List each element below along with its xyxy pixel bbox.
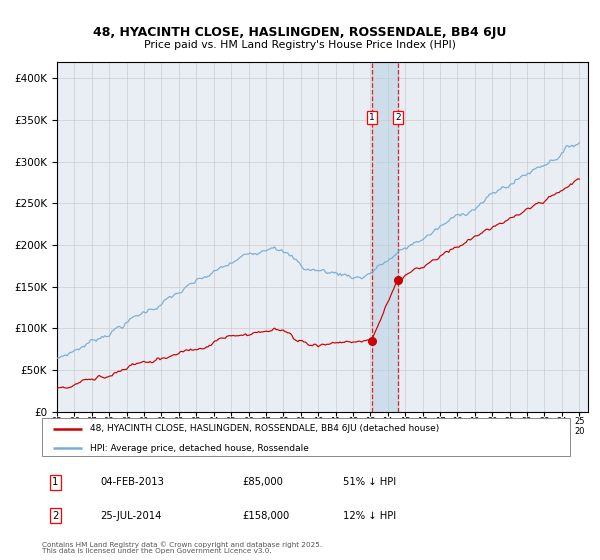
Text: Contains HM Land Registry data © Crown copyright and database right 2025.: Contains HM Land Registry data © Crown c… xyxy=(42,542,322,548)
Text: 48, HYACINTH CLOSE, HASLINGDEN, ROSSENDALE, BB4 6JU (detached house): 48, HYACINTH CLOSE, HASLINGDEN, ROSSENDA… xyxy=(89,424,439,433)
Bar xyxy=(372,62,398,412)
Text: This data is licensed under the Open Government Licence v3.0.: This data is licensed under the Open Gov… xyxy=(42,548,272,554)
Text: 1: 1 xyxy=(52,477,58,487)
FancyBboxPatch shape xyxy=(42,418,570,456)
Text: 25-JUL-2014: 25-JUL-2014 xyxy=(100,511,161,521)
Text: 04-FEB-2013: 04-FEB-2013 xyxy=(100,477,164,487)
Text: Price paid vs. HM Land Registry's House Price Index (HPI): Price paid vs. HM Land Registry's House … xyxy=(144,40,456,50)
Text: £158,000: £158,000 xyxy=(242,511,290,521)
Text: 51% ↓ HPI: 51% ↓ HPI xyxy=(343,477,396,487)
Text: 1: 1 xyxy=(369,113,375,122)
Text: 2: 2 xyxy=(52,511,58,521)
Text: 48, HYACINTH CLOSE, HASLINGDEN, ROSSENDALE, BB4 6JU: 48, HYACINTH CLOSE, HASLINGDEN, ROSSENDA… xyxy=(94,26,506,39)
Text: HPI: Average price, detached house, Rossendale: HPI: Average price, detached house, Ross… xyxy=(89,444,308,452)
Text: 12% ↓ HPI: 12% ↓ HPI xyxy=(343,511,396,521)
Text: £85,000: £85,000 xyxy=(242,477,284,487)
Text: 2: 2 xyxy=(395,113,401,122)
